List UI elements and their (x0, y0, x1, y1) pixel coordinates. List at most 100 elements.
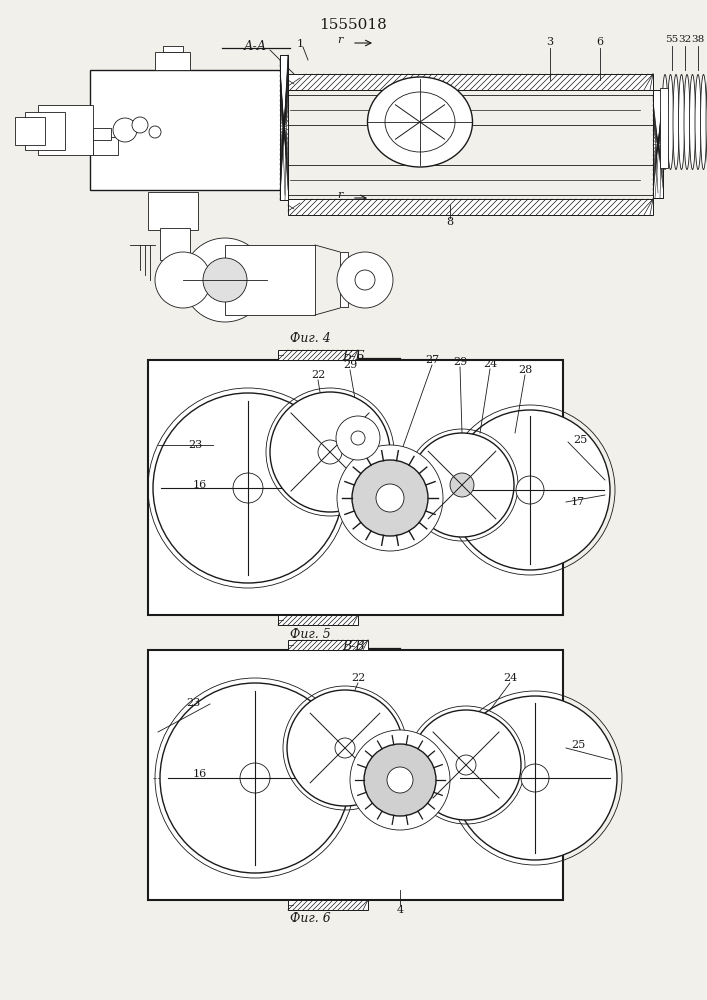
Text: 24: 24 (483, 359, 497, 369)
Text: 29: 29 (343, 360, 357, 370)
Bar (660, 88, 668, 168)
Text: А-А: А-А (243, 40, 267, 53)
Text: В-В: В-В (341, 640, 364, 653)
Bar (148, 650, 563, 900)
Circle shape (240, 763, 270, 793)
Circle shape (521, 764, 549, 792)
Circle shape (337, 445, 443, 551)
Circle shape (160, 683, 350, 873)
Bar (93, 128, 111, 140)
Bar (653, 90, 663, 198)
Text: 55: 55 (665, 35, 679, 44)
Circle shape (387, 767, 413, 793)
Text: 1: 1 (297, 39, 304, 49)
Circle shape (335, 738, 355, 758)
Bar (15, 117, 45, 145)
Bar (25, 112, 65, 150)
Text: 28: 28 (518, 365, 532, 375)
Text: 23: 23 (188, 440, 202, 450)
Text: 3: 3 (547, 37, 554, 47)
Circle shape (453, 696, 617, 860)
Circle shape (456, 755, 476, 775)
Circle shape (450, 473, 474, 497)
Text: Фиг. 5: Фиг. 5 (290, 628, 330, 641)
Ellipse shape (662, 75, 668, 169)
Bar (160, 228, 190, 260)
Text: 16: 16 (193, 769, 207, 779)
Circle shape (352, 460, 428, 536)
Text: 4: 4 (397, 905, 404, 915)
Ellipse shape (706, 75, 707, 169)
Bar (288, 900, 368, 910)
Circle shape (351, 431, 365, 445)
Text: 29: 29 (453, 357, 467, 367)
Text: Б-Б: Б-Б (341, 350, 364, 363)
Circle shape (350, 730, 450, 830)
Bar (38, 105, 93, 155)
Circle shape (153, 393, 343, 583)
Circle shape (203, 258, 247, 302)
Circle shape (287, 690, 403, 806)
Ellipse shape (695, 75, 701, 169)
Text: 6: 6 (597, 37, 604, 47)
Text: 8: 8 (446, 217, 454, 227)
Circle shape (410, 433, 514, 537)
Text: 32: 32 (679, 35, 691, 44)
Bar (90, 70, 285, 190)
Bar (225, 245, 315, 315)
Text: 16: 16 (193, 480, 207, 490)
Bar (278, 615, 358, 625)
Bar (653, 90, 663, 198)
Bar (163, 46, 183, 52)
Circle shape (270, 392, 390, 512)
Circle shape (516, 476, 544, 504)
Text: 27: 27 (425, 355, 439, 365)
Circle shape (411, 710, 521, 820)
Circle shape (155, 252, 211, 308)
Circle shape (337, 252, 393, 308)
Ellipse shape (385, 92, 455, 152)
Bar (280, 55, 288, 200)
Ellipse shape (684, 75, 690, 169)
Text: 25: 25 (573, 435, 587, 445)
Bar (288, 74, 653, 90)
Circle shape (183, 238, 267, 322)
Bar (288, 640, 368, 650)
Bar (155, 52, 190, 70)
Circle shape (336, 416, 380, 460)
Circle shape (318, 440, 342, 464)
Text: 22: 22 (351, 673, 365, 683)
Bar (93, 137, 118, 155)
Circle shape (364, 744, 436, 816)
Ellipse shape (673, 75, 679, 169)
Circle shape (450, 410, 610, 570)
Bar (288, 199, 653, 215)
Text: r: r (337, 35, 343, 45)
Circle shape (113, 118, 137, 142)
Bar (148, 360, 563, 615)
Text: 25: 25 (571, 740, 585, 750)
Circle shape (132, 117, 148, 133)
Ellipse shape (667, 75, 674, 169)
Bar (148, 192, 198, 230)
Text: 17: 17 (571, 497, 585, 507)
Bar (278, 350, 358, 360)
Ellipse shape (689, 75, 696, 169)
Text: 38: 38 (691, 35, 705, 44)
Circle shape (149, 126, 161, 138)
Ellipse shape (679, 75, 684, 169)
Text: 1555018: 1555018 (319, 18, 387, 32)
Circle shape (376, 484, 404, 512)
Bar (280, 55, 288, 200)
Text: Фиг. 6: Фиг. 6 (290, 912, 330, 925)
Circle shape (355, 270, 375, 290)
Ellipse shape (701, 75, 706, 169)
Circle shape (233, 473, 263, 503)
Text: 22: 22 (311, 370, 325, 380)
Ellipse shape (368, 77, 472, 167)
Text: r: r (337, 190, 343, 200)
Text: 24: 24 (503, 673, 517, 683)
Text: Фиг. 4: Фиг. 4 (290, 332, 330, 345)
Text: 23: 23 (186, 698, 200, 708)
Bar (340, 252, 348, 307)
